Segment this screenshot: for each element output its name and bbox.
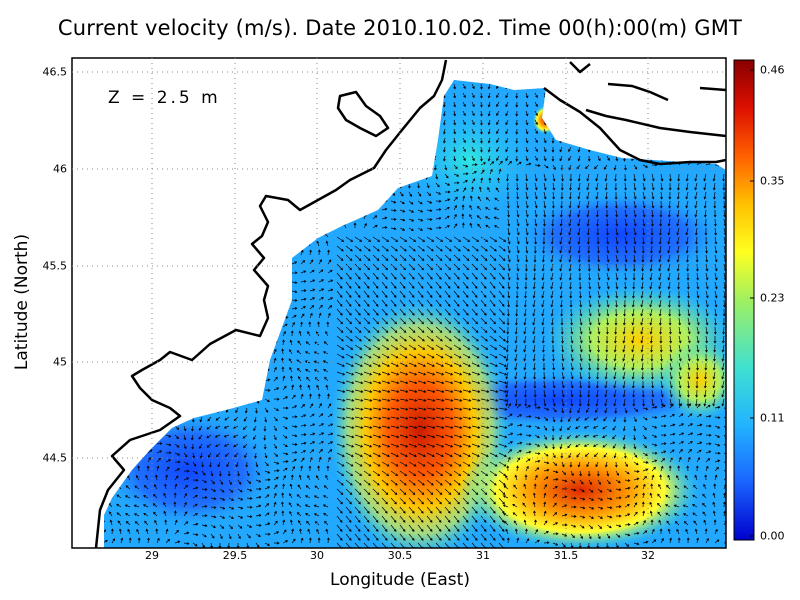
colorbar-tick-label: 0.23 (760, 291, 785, 305)
y-tick-label: 45.5 (42, 259, 68, 273)
x-tick-label: 31 (476, 549, 490, 562)
colorbar-tick-marks (750, 69, 754, 537)
colorbar-frame (733, 59, 755, 541)
colorbar-tick-label: 0.11 (760, 411, 785, 425)
map-title: Current velocity (m/s). Date 2010.10.02.… (57, 16, 743, 40)
x-tick-label: 32 (641, 549, 655, 562)
grid-lines (72, 58, 726, 548)
colorbar-tick-label: 0.00 (760, 529, 785, 543)
y-tick-label: 46.5 (42, 65, 68, 79)
plot-frame (71, 57, 727, 549)
y-axis-label: Latitude (North) (12, 233, 32, 371)
x-tick-label: 31.5 (553, 549, 579, 562)
x-tick-label: 30 (310, 549, 324, 562)
colorbar-tick-label: 0.35 (760, 174, 785, 188)
x-axis-label: Longitude (East) (330, 570, 470, 590)
y-tick-label: 45 (53, 355, 67, 369)
depth-label: Z = 2.5 m (108, 88, 221, 108)
coastline (94, 59, 726, 548)
y-tick-label: 44.5 (42, 451, 68, 465)
velocity-field (104, 80, 726, 548)
y-tick-label: 46 (53, 162, 67, 176)
x-tick-label: 30.5 (387, 549, 413, 562)
x-tick-label: 29 (145, 549, 159, 562)
x-tick-label: 29.5 (222, 549, 248, 562)
colorbar (734, 60, 754, 540)
colorbar-tick-label: 0.46 (760, 63, 785, 77)
